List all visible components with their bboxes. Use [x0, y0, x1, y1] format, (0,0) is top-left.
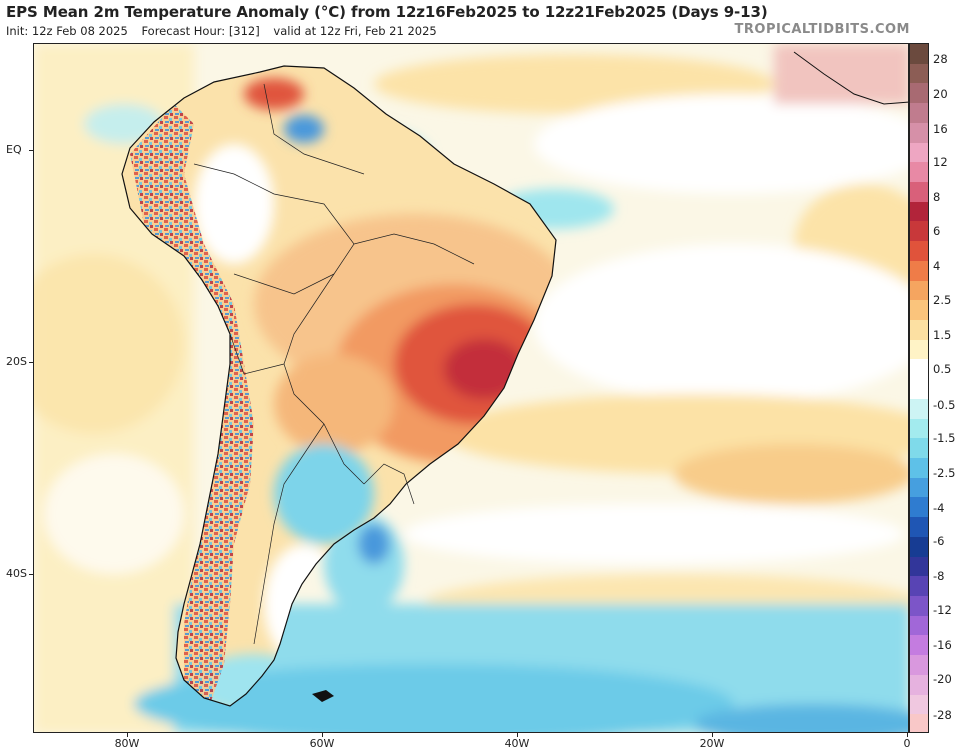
colorbar-swatch: [910, 182, 928, 203]
colorbar-swatch: [910, 122, 928, 144]
lon-label-0: 0: [903, 737, 911, 750]
valid-time: valid at 12z Fri, Feb 21 2025: [273, 24, 437, 38]
map-canvas: [34, 44, 908, 732]
lat-label-eq: EQ: [6, 143, 22, 156]
lon-tick: [322, 733, 323, 737]
lon-tick: [127, 733, 128, 737]
lat-tick: [29, 150, 33, 151]
anomaly-map: [33, 43, 909, 733]
colorbar-swatch: [910, 655, 928, 676]
lon-tick: [517, 733, 518, 737]
forecast-hour: Forecast Hour: [312]: [141, 24, 260, 38]
colorbar-label: -1.5: [933, 431, 956, 445]
falkland-islands: [312, 690, 334, 702]
colorbar-swatch: [910, 103, 928, 124]
colorbar-swatch: [910, 221, 928, 242]
colorbar-label: -28: [933, 708, 952, 722]
colorbar-swatch: [910, 418, 928, 439]
colorbar-swatch: [910, 142, 928, 163]
colorbar-label: 1.5: [933, 328, 952, 342]
lon-tick: [907, 733, 908, 737]
lon-label-80w: 80W: [114, 737, 140, 750]
colorbar-swatch: [910, 300, 928, 321]
colorbar-label: -8: [933, 569, 945, 583]
colorbar-label: -20: [933, 672, 952, 686]
colorbar-swatch: [910, 379, 928, 400]
lon-tick: [712, 733, 713, 737]
colorbar-swatch: [910, 674, 928, 696]
colorbar-label: -0.5: [933, 398, 956, 412]
lat-label-20s: 20S: [6, 355, 27, 368]
colorbar-label: -6: [933, 534, 945, 548]
site-watermark: TROPICALTIDBITS.COM: [734, 22, 910, 37]
colorbar-swatch: [910, 438, 928, 459]
colorbar-label: -16: [933, 638, 952, 652]
colorbar-swatch: [910, 556, 928, 577]
lon-label-20w: 20W: [699, 737, 725, 750]
colorbar-swatch: [910, 162, 928, 183]
colorbar-swatch: [910, 517, 928, 538]
colorbar-swatch: [910, 83, 928, 104]
colorbar-legend: [909, 43, 929, 733]
map-subtitle: Init: 12z Feb 08 2025 Forecast Hour: [31…: [6, 24, 447, 38]
colorbar-label: 2.5: [933, 293, 952, 307]
colorbar-swatch: [910, 339, 928, 360]
colorbar-swatch: [910, 714, 928, 732]
colorbar-swatch: [910, 260, 928, 282]
colorbar-swatch: [910, 241, 928, 262]
init-time: Init: 12z Feb 08 2025: [6, 24, 128, 38]
country-borders: [193, 83, 475, 645]
colorbar-label: 28: [933, 52, 948, 66]
lon-label-60w: 60W: [309, 737, 335, 750]
colorbar-swatch: [910, 280, 928, 301]
africa-coastline: [793, 51, 908, 105]
colorbar-swatch: [910, 596, 928, 617]
colorbar-label: 16: [933, 122, 948, 136]
colorbar-label: 20: [933, 87, 948, 101]
colorbar-label: -2.5: [933, 466, 956, 480]
colorbar-swatch: [910, 536, 928, 558]
colorbar-label: 12: [933, 155, 948, 169]
lat-label-40s: 40S: [6, 567, 27, 580]
colorbar-label: -4: [933, 501, 945, 515]
lat-tick: [29, 362, 33, 363]
colorbar-swatch: [910, 359, 928, 380]
lat-tick: [29, 574, 33, 575]
colorbar-label: 8: [933, 190, 941, 204]
colorbar-swatch: [910, 477, 928, 498]
colorbar-swatch: [910, 201, 928, 222]
colorbar-swatch: [910, 63, 928, 84]
colorbar-swatch: [910, 458, 928, 479]
lon-label-40w: 40W: [504, 737, 530, 750]
colorbar-label: -12: [933, 603, 952, 617]
colorbar-label: 4: [933, 259, 941, 273]
colorbar-swatch: [910, 694, 928, 715]
colorbar-swatch: [910, 615, 928, 636]
map-title: EPS Mean 2m Temperature Anomaly (°C) fro…: [6, 3, 768, 21]
colorbar-swatch: [910, 320, 928, 341]
colorbar-label: 6: [933, 224, 941, 238]
colorbar-swatch: [910, 44, 928, 65]
colorbar-swatch: [910, 576, 928, 597]
colorbar-swatch: [910, 398, 928, 420]
colorbar-swatch: [910, 497, 928, 518]
colorbar-swatch: [910, 635, 928, 656]
colorbar-label: 0.5: [933, 362, 952, 376]
